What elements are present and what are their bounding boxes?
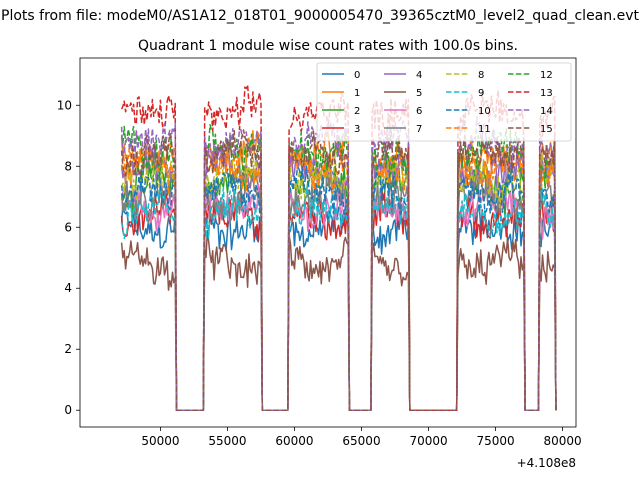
x-tick-label: 80000 bbox=[544, 434, 582, 448]
legend-label-6: 6 bbox=[416, 106, 422, 117]
series-line-9 bbox=[120, 185, 557, 411]
legend-label-2: 2 bbox=[354, 106, 360, 117]
legend-label-1: 1 bbox=[354, 88, 360, 99]
series-layer bbox=[120, 84, 557, 411]
series-line-10 bbox=[120, 162, 557, 411]
legend-label-7: 7 bbox=[416, 124, 422, 135]
legend-label-13: 13 bbox=[540, 88, 553, 99]
series-line-6 bbox=[120, 178, 557, 411]
plot-area: 50000 55000 60000 65000 70000 75000 80000 0 2 4 6… bbox=[57, 57, 582, 470]
x-tick-label: 75000 bbox=[476, 434, 514, 448]
legend-box bbox=[316, 62, 572, 142]
y-tick-label: 0 bbox=[64, 403, 72, 417]
legend-label-10: 10 bbox=[478, 106, 491, 117]
y-tick-label: 6 bbox=[64, 220, 72, 234]
series-line-15 bbox=[120, 127, 557, 411]
y-tick-label: 10 bbox=[57, 98, 72, 112]
legend-label-15: 15 bbox=[540, 124, 553, 135]
x-offset-label: +4.108e8 bbox=[517, 456, 576, 470]
series-line-3 bbox=[120, 189, 557, 411]
legend-label-5: 5 bbox=[416, 88, 422, 99]
x-tick-label: 55000 bbox=[208, 434, 246, 448]
legend-label-8: 8 bbox=[478, 70, 484, 81]
legend-label-12: 12 bbox=[540, 70, 553, 81]
y-axis: 0 2 4 6 8 10 bbox=[57, 98, 80, 417]
legend-label-14: 14 bbox=[540, 106, 553, 117]
x-tick-label: 60000 bbox=[275, 434, 313, 448]
x-tick-label: 65000 bbox=[342, 434, 380, 448]
axes-frame bbox=[79, 57, 577, 428]
figure-suptitle: Plots from file: modeM0/AS1A12_018T01_90… bbox=[1, 8, 639, 24]
y-tick-label: 4 bbox=[64, 281, 72, 295]
x-axis: 50000 55000 60000 65000 70000 75000 80000 bbox=[141, 427, 582, 448]
legend-label-11: 11 bbox=[478, 124, 491, 135]
legend-label-0: 0 bbox=[354, 70, 360, 81]
series-line-5 bbox=[120, 230, 557, 411]
x-tick-label: 70000 bbox=[409, 434, 447, 448]
legend-label-3: 3 bbox=[354, 124, 360, 135]
y-tick-label: 2 bbox=[64, 342, 72, 356]
legend-label-9: 9 bbox=[478, 88, 484, 99]
legend-label-4: 4 bbox=[416, 70, 422, 81]
x-tick-label: 50000 bbox=[141, 434, 179, 448]
y-tick-label: 8 bbox=[64, 159, 72, 173]
chart-title: Quadrant 1 module wise count rates with … bbox=[138, 38, 518, 54]
